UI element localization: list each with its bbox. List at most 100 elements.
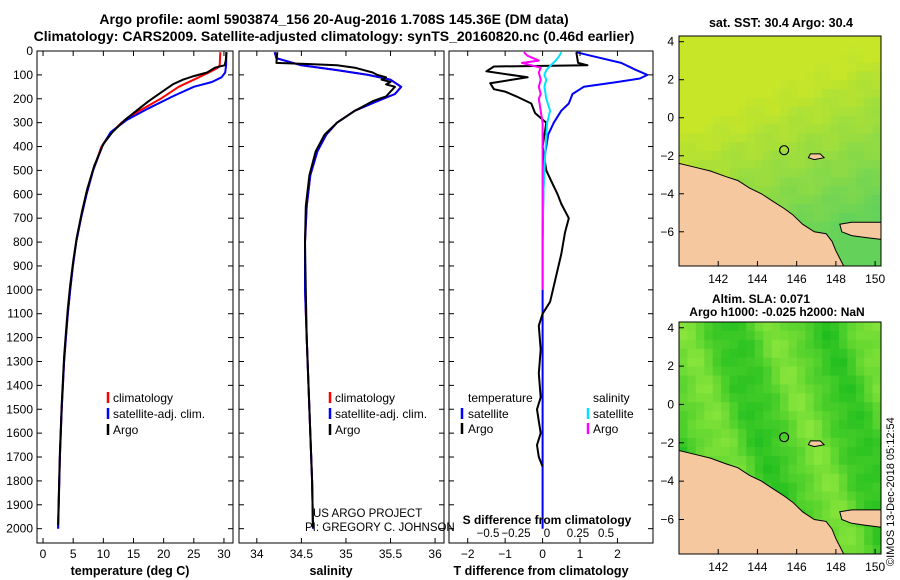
map-cell	[847, 248, 857, 258]
map-cell	[712, 366, 722, 377]
map-cell	[838, 455, 848, 466]
map-cell	[754, 357, 764, 368]
map-cell	[771, 438, 781, 448]
temperature-series-climatology	[57, 52, 222, 529]
map-cell	[763, 97, 773, 108]
map-cell	[805, 115, 815, 125]
map-cell	[771, 411, 781, 421]
map-cell	[695, 384, 705, 394]
map-cell	[872, 248, 881, 258]
map-cell	[872, 357, 881, 368]
map-cell	[704, 393, 714, 403]
salinity-series-argo	[275, 52, 396, 528]
map-cell	[763, 429, 773, 439]
map-cell	[729, 115, 739, 125]
map-cell	[788, 204, 798, 214]
map-cell	[872, 322, 881, 332]
map-cell	[822, 446, 832, 457]
map-cell	[872, 482, 881, 493]
map-cell	[695, 106, 705, 117]
map-cell	[855, 473, 865, 484]
map-cell	[737, 446, 747, 457]
map-cell	[746, 384, 756, 394]
map-cell	[746, 44, 756, 55]
map-cell	[771, 124, 781, 134]
map-cell	[721, 348, 731, 359]
map-cell	[847, 330, 857, 341]
map-cell	[813, 322, 823, 332]
map-cell	[704, 411, 714, 421]
map-cell	[796, 186, 806, 196]
map-cell	[712, 420, 722, 430]
map-cell	[855, 429, 865, 439]
map-cell	[805, 80, 815, 90]
map-cell	[780, 348, 789, 359]
map-cell	[712, 36, 722, 46]
map-cell	[737, 366, 747, 377]
map-cell	[679, 420, 688, 430]
map-cell	[721, 402, 731, 412]
map-cell	[805, 464, 815, 475]
map-cell	[737, 142, 747, 152]
map-cell	[847, 375, 857, 385]
map-cell	[754, 89, 764, 99]
map-cell	[687, 429, 697, 439]
map-cell	[813, 204, 823, 214]
map-cell	[687, 44, 697, 55]
map-cell	[872, 177, 881, 187]
map-cell	[687, 142, 697, 152]
map-cell	[796, 473, 806, 484]
map-cell	[864, 115, 874, 125]
map-cell	[872, 89, 881, 99]
map-cell	[704, 44, 714, 55]
difference-xtick-label: 0	[539, 547, 546, 561]
map-cell	[687, 438, 697, 448]
map-cell	[721, 330, 731, 341]
map-cell	[855, 186, 865, 196]
map-cell	[788, 168, 798, 179]
map-cell	[704, 366, 714, 377]
map-cell	[763, 36, 773, 46]
map-cell	[704, 339, 714, 350]
map-cell	[771, 464, 781, 475]
map-cell	[805, 36, 815, 46]
map-cell	[763, 71, 773, 81]
map-cell	[872, 411, 881, 421]
map-cell	[763, 80, 773, 90]
map-cell	[855, 330, 865, 341]
map-cell	[855, 204, 865, 214]
map-cell	[771, 151, 781, 161]
map-cell	[813, 491, 823, 501]
map-cell	[788, 62, 798, 72]
map-cell	[855, 168, 865, 179]
map-cell	[805, 106, 815, 117]
map-cell	[754, 393, 764, 403]
map-cell	[687, 124, 697, 134]
map-cell	[847, 186, 857, 196]
map-cell	[872, 464, 881, 475]
map-cell	[737, 429, 747, 439]
map-cell	[695, 438, 705, 448]
map-cell	[679, 322, 688, 332]
map-cell	[813, 106, 823, 117]
map-cell	[679, 71, 688, 81]
map-cell	[763, 384, 773, 394]
sst-map-ytick-label: 4	[667, 35, 674, 49]
map-cell	[721, 322, 731, 332]
sla-map-ytick-label: 0	[667, 397, 674, 411]
map-cell	[788, 177, 798, 187]
map-cell	[737, 464, 747, 475]
map-cell	[872, 106, 881, 117]
map-cell	[822, 151, 832, 161]
map-cell	[864, 357, 874, 368]
map-cell	[721, 124, 731, 134]
map-cell	[872, 420, 881, 430]
map-cell	[796, 36, 806, 46]
ytick-label: 200	[13, 92, 33, 106]
map-cell	[771, 195, 781, 205]
map-cell	[721, 168, 731, 179]
map-cell	[872, 545, 881, 554]
map-cell	[729, 133, 739, 143]
map-cell	[855, 115, 865, 125]
map-cell	[729, 393, 739, 403]
